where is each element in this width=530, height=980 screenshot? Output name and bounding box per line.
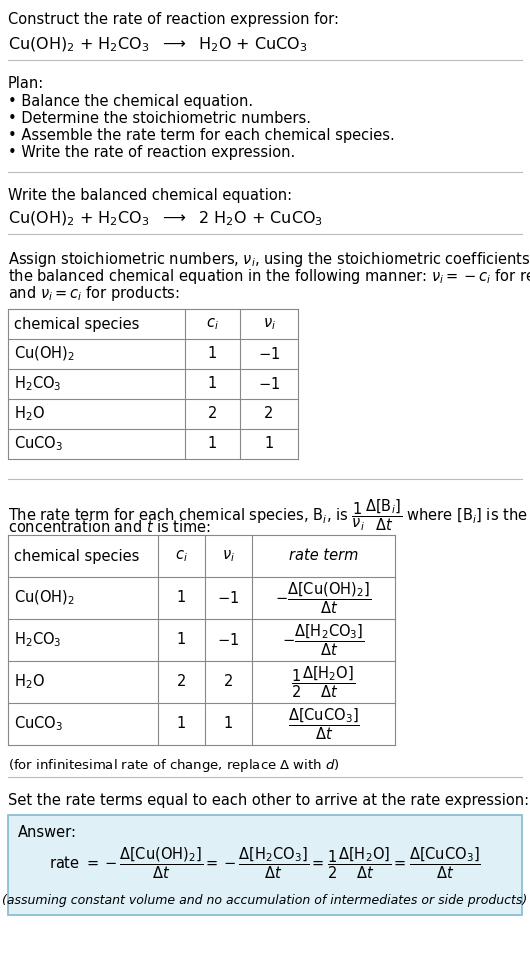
Text: 2: 2 [264,407,273,421]
Text: Cu(OH)$_2$: Cu(OH)$_2$ [14,589,75,608]
Text: H$_2$O: H$_2$O [14,672,45,691]
Text: chemical species: chemical species [14,549,139,564]
FancyBboxPatch shape [8,815,522,915]
Text: (assuming constant volume and no accumulation of intermediates or side products): (assuming constant volume and no accumul… [2,894,528,906]
Text: and $\nu_i = c_i$ for products:: and $\nu_i = c_i$ for products: [8,284,180,303]
Text: the balanced chemical equation in the following manner: $\nu_i = -c_i$ for react: the balanced chemical equation in the fo… [8,267,530,286]
Text: $-1$: $-1$ [217,632,240,648]
Text: Construct the rate of reaction expression for:: Construct the rate of reaction expressio… [8,12,339,27]
Text: 1: 1 [177,716,186,731]
Text: concentration and $t$ is time:: concentration and $t$ is time: [8,519,211,535]
Text: $-1$: $-1$ [258,346,280,362]
Text: $-\dfrac{\Delta[\mathrm{Cu(OH)_2}]}{\Delta t}$: $-\dfrac{\Delta[\mathrm{Cu(OH)_2}]}{\Del… [276,580,372,615]
Text: H$_2$CO$_3$: H$_2$CO$_3$ [14,374,61,393]
Text: rate $= -\dfrac{\Delta[\mathrm{Cu(OH)_2}]}{\Delta t} = -\dfrac{\Delta[\mathrm{H_: rate $= -\dfrac{\Delta[\mathrm{Cu(OH)_2}… [49,845,481,881]
Text: H$_2$O: H$_2$O [14,405,45,423]
Text: Write the balanced chemical equation:: Write the balanced chemical equation: [8,188,292,203]
Text: $c_i$: $c_i$ [175,548,188,564]
Text: 1: 1 [208,347,217,362]
Text: CuCO$_3$: CuCO$_3$ [14,714,63,733]
Text: 1: 1 [177,591,186,606]
Text: rate term: rate term [289,549,358,564]
Text: • Assemble the rate term for each chemical species.: • Assemble the rate term for each chemic… [8,128,395,143]
Text: The rate term for each chemical species, B$_i$, is $\dfrac{1}{\nu_i}\dfrac{\Delt: The rate term for each chemical species,… [8,497,530,532]
Text: • Write the rate of reaction expression.: • Write the rate of reaction expression. [8,145,295,160]
Text: • Determine the stoichiometric numbers.: • Determine the stoichiometric numbers. [8,111,311,126]
Text: $-1$: $-1$ [217,590,240,606]
Text: (for infinitesimal rate of change, replace $\Delta$ with $d$): (for infinitesimal rate of change, repla… [8,757,340,774]
Text: Assign stoichiometric numbers, $\nu_i$, using the stoichiometric coefficients, $: Assign stoichiometric numbers, $\nu_i$, … [8,250,530,269]
Text: H$_2$CO$_3$: H$_2$CO$_3$ [14,631,61,650]
Text: $\dfrac{1}{2}\dfrac{\Delta[\mathrm{H_2O}]}{\Delta t}$: $\dfrac{1}{2}\dfrac{\Delta[\mathrm{H_2O}… [292,664,356,700]
Text: $-\dfrac{\Delta[\mathrm{H_2CO_3}]}{\Delta t}$: $-\dfrac{\Delta[\mathrm{H_2CO_3}]}{\Delt… [282,622,365,658]
Text: 1: 1 [264,436,273,452]
Text: 1: 1 [224,716,233,731]
Text: 1: 1 [208,436,217,452]
Text: Cu(OH)$_2$: Cu(OH)$_2$ [14,345,75,364]
Text: chemical species: chemical species [14,317,139,331]
Text: 1: 1 [208,376,217,391]
Text: • Balance the chemical equation.: • Balance the chemical equation. [8,94,253,109]
Text: $\dfrac{\Delta[\mathrm{CuCO_3}]}{\Delta t}$: $\dfrac{\Delta[\mathrm{CuCO_3}]}{\Delta … [288,707,359,742]
Text: $c_i$: $c_i$ [206,317,219,332]
Text: Plan:: Plan: [8,76,44,91]
Text: 2: 2 [224,674,233,690]
Text: Answer:: Answer: [18,825,77,840]
Text: $-1$: $-1$ [258,376,280,392]
Text: 2: 2 [208,407,217,421]
Text: Cu(OH)$_2$ + H$_2$CO$_3$  $\longrightarrow$  H$_2$O + CuCO$_3$: Cu(OH)$_2$ + H$_2$CO$_3$ $\longrightarro… [8,36,308,55]
Text: 2: 2 [177,674,186,690]
Text: 1: 1 [177,632,186,648]
Text: $\nu_i$: $\nu_i$ [262,317,276,332]
Text: Cu(OH)$_2$ + H$_2$CO$_3$  $\longrightarrow$  2 H$_2$O + CuCO$_3$: Cu(OH)$_2$ + H$_2$CO$_3$ $\longrightarro… [8,210,323,228]
Text: Set the rate terms equal to each other to arrive at the rate expression:: Set the rate terms equal to each other t… [8,793,529,808]
Text: CuCO$_3$: CuCO$_3$ [14,435,63,454]
Text: $\nu_i$: $\nu_i$ [222,548,235,564]
